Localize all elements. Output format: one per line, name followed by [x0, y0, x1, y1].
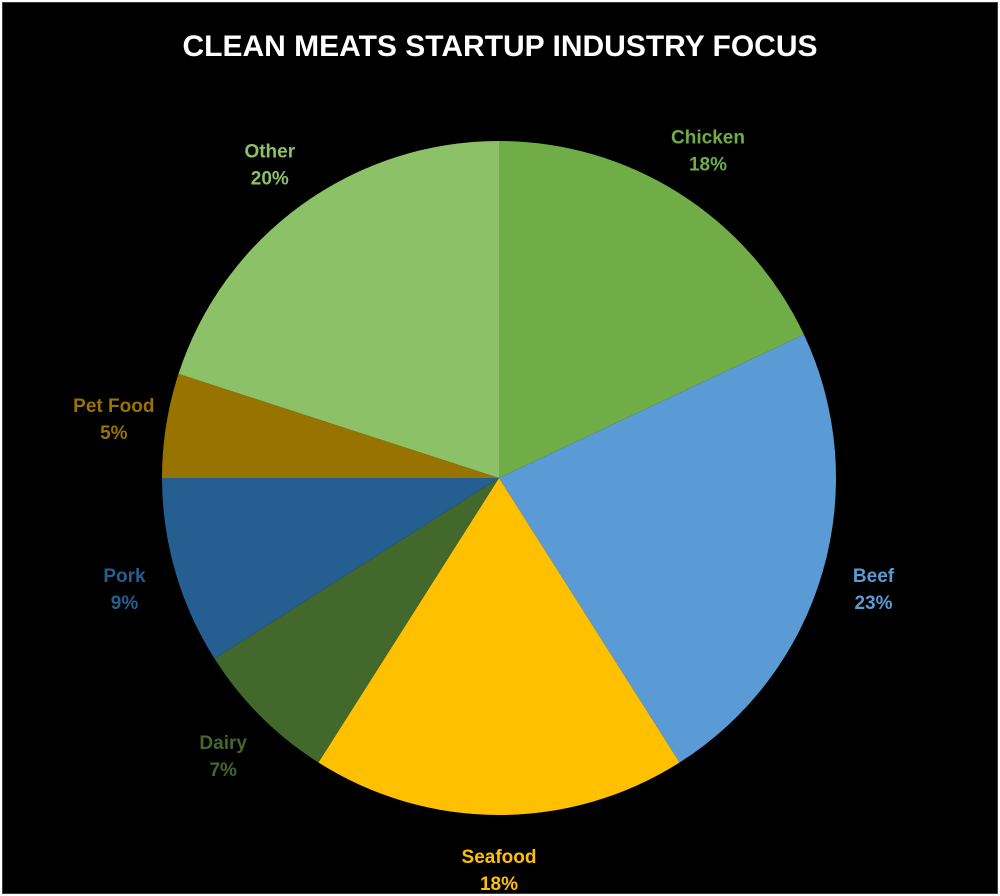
- data-label-other: Other 20%: [244, 142, 295, 190]
- chart-title: CLEAN MEATS STARTUP INDUSTRY FOCUS: [182, 30, 817, 63]
- data-label-beef: Beef 23%: [853, 566, 895, 614]
- pie-slice-pet-food: [162, 373, 499, 478]
- data-label-pork: Pork 9%: [103, 566, 146, 614]
- data-label-seafood: Seafood 18%: [462, 847, 537, 895]
- pie-slice-other: [178, 141, 499, 478]
- data-label-pet-food: Pet Food 5%: [73, 396, 154, 444]
- pie-slice-seafood: [318, 478, 680, 815]
- pie-slice-chicken: [499, 141, 804, 478]
- data-label-dairy: Dairy 7%: [199, 733, 247, 781]
- pie-labels: Chicken 18% Beef 23% Seafood 18% Dairy 7% Pork 9%…: [73, 128, 895, 895]
- pie-slices: [162, 141, 836, 815]
- pie-slice-pork: [162, 478, 499, 659]
- pie-slice-dairy: [214, 478, 499, 763]
- pie-slice-beef: [499, 334, 836, 763]
- data-label-chicken: Chicken 18%: [671, 128, 745, 176]
